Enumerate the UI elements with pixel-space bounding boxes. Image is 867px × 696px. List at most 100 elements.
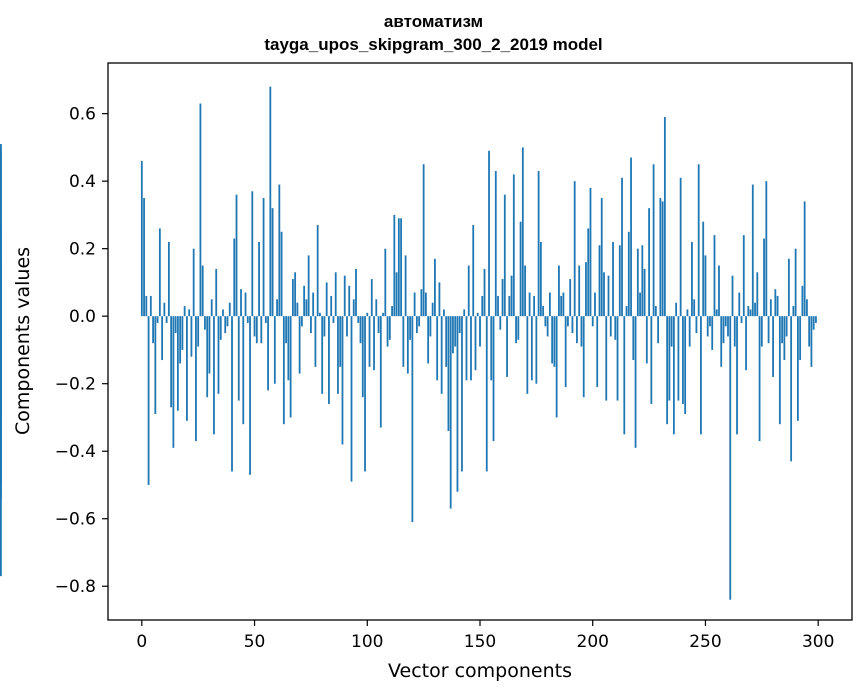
bar-106: [379, 316, 382, 428]
bar-36: [222, 309, 224, 317]
bar-201: [594, 292, 596, 317]
bar-273: [756, 272, 759, 317]
bar-15: [174, 316, 177, 334]
x-tick-label: 200: [577, 632, 609, 652]
bar-247: [697, 164, 700, 317]
bar-130: [434, 258, 436, 317]
bar-84: [330, 295, 333, 317]
x-tick-label: 300: [802, 632, 834, 652]
bar-188: [564, 316, 567, 388]
bar-208: [609, 316, 612, 337]
bar-187: [562, 292, 565, 317]
bar-105: [377, 316, 380, 334]
bar-144: [465, 316, 468, 381]
bar-191: [571, 316, 574, 334]
bar-168: [519, 221, 522, 317]
bar-35: [219, 316, 222, 340]
bar-293: [801, 285, 804, 317]
bar-137: [449, 316, 452, 509]
bar-4: [149, 295, 152, 317]
bar-235: [670, 316, 673, 347]
bar-52: [258, 241, 260, 317]
bar-155: [490, 316, 493, 381]
bar-151: [481, 295, 484, 317]
bar-156: [492, 316, 495, 442]
bar-162: [506, 316, 508, 377]
bar-25: [197, 316, 200, 347]
bar-44: [240, 289, 242, 317]
bar-1: [143, 198, 145, 317]
y-tick-label: 0.4: [69, 172, 96, 192]
bar-129: [431, 302, 434, 317]
bar-195: [580, 316, 583, 347]
bar-111: [391, 306, 393, 317]
bar-103: [373, 316, 375, 371]
bar-289: [792, 306, 795, 317]
bar-192: [573, 181, 576, 317]
bar-60: [276, 299, 278, 317]
bar-239: [679, 177, 682, 317]
bar-72: [303, 285, 306, 317]
bar-70: [298, 316, 301, 374]
bar-9: [161, 316, 164, 361]
bar-81: [323, 316, 326, 337]
bar-276: [763, 238, 765, 317]
bar-173: [530, 316, 533, 381]
bar-21: [188, 309, 191, 317]
bar-0: [140, 160, 143, 317]
bar-64: [285, 316, 288, 344]
bar-228: [654, 306, 657, 317]
bar-236: [672, 316, 675, 435]
bar-30: [208, 316, 211, 374]
bar-292: [799, 316, 802, 361]
bar-270: [749, 309, 752, 317]
bar-56: [267, 316, 269, 391]
bar-18: [181, 316, 184, 350]
bar-214: [623, 316, 626, 435]
bar-2: [145, 295, 148, 317]
bar-249: [702, 221, 705, 317]
bar-263: [733, 316, 736, 347]
bar-113: [395, 272, 398, 317]
bar-54: [262, 198, 265, 317]
bar-248: [700, 316, 702, 435]
bar-166: [515, 316, 517, 344]
bar-285: [783, 316, 786, 361]
bar-197: [585, 262, 587, 317]
bar-34: [217, 316, 220, 394]
bar-223: [643, 268, 646, 317]
bar-253: [711, 316, 714, 350]
bar-296: [808, 316, 811, 347]
x-tick-label: 150: [464, 632, 496, 652]
bar-240: [682, 316, 684, 404]
bar-282: [776, 295, 779, 317]
bar-287: [787, 258, 790, 317]
bar-158: [497, 295, 499, 317]
bar-230: [659, 198, 662, 317]
bar-134: [443, 309, 445, 317]
bar-216: [627, 231, 630, 317]
bar-3: [147, 316, 150, 485]
bar-241: [684, 316, 687, 415]
bar-145: [467, 265, 470, 317]
bar-202: [596, 316, 599, 388]
bar-227: [652, 164, 655, 317]
bar-159: [499, 316, 502, 330]
bar-152: [483, 268, 486, 317]
bar-13: [170, 316, 173, 408]
bar-212: [618, 245, 621, 317]
bar-128: [429, 316, 432, 337]
bar-31: [210, 299, 213, 317]
bar-149: [476, 312, 479, 317]
chart-subtitle: tayga_upos_skipgram_300_2_2019 model: [264, 35, 603, 54]
bar-46: [244, 292, 247, 317]
bar-148: [474, 316, 477, 371]
bar-69: [296, 302, 299, 317]
bar-150: [479, 316, 481, 347]
bar-299: [815, 316, 817, 323]
bar-115: [400, 218, 402, 317]
y-tick-label: 0.6: [69, 105, 96, 125]
bar-255: [715, 309, 718, 317]
bar-5: [152, 316, 154, 344]
